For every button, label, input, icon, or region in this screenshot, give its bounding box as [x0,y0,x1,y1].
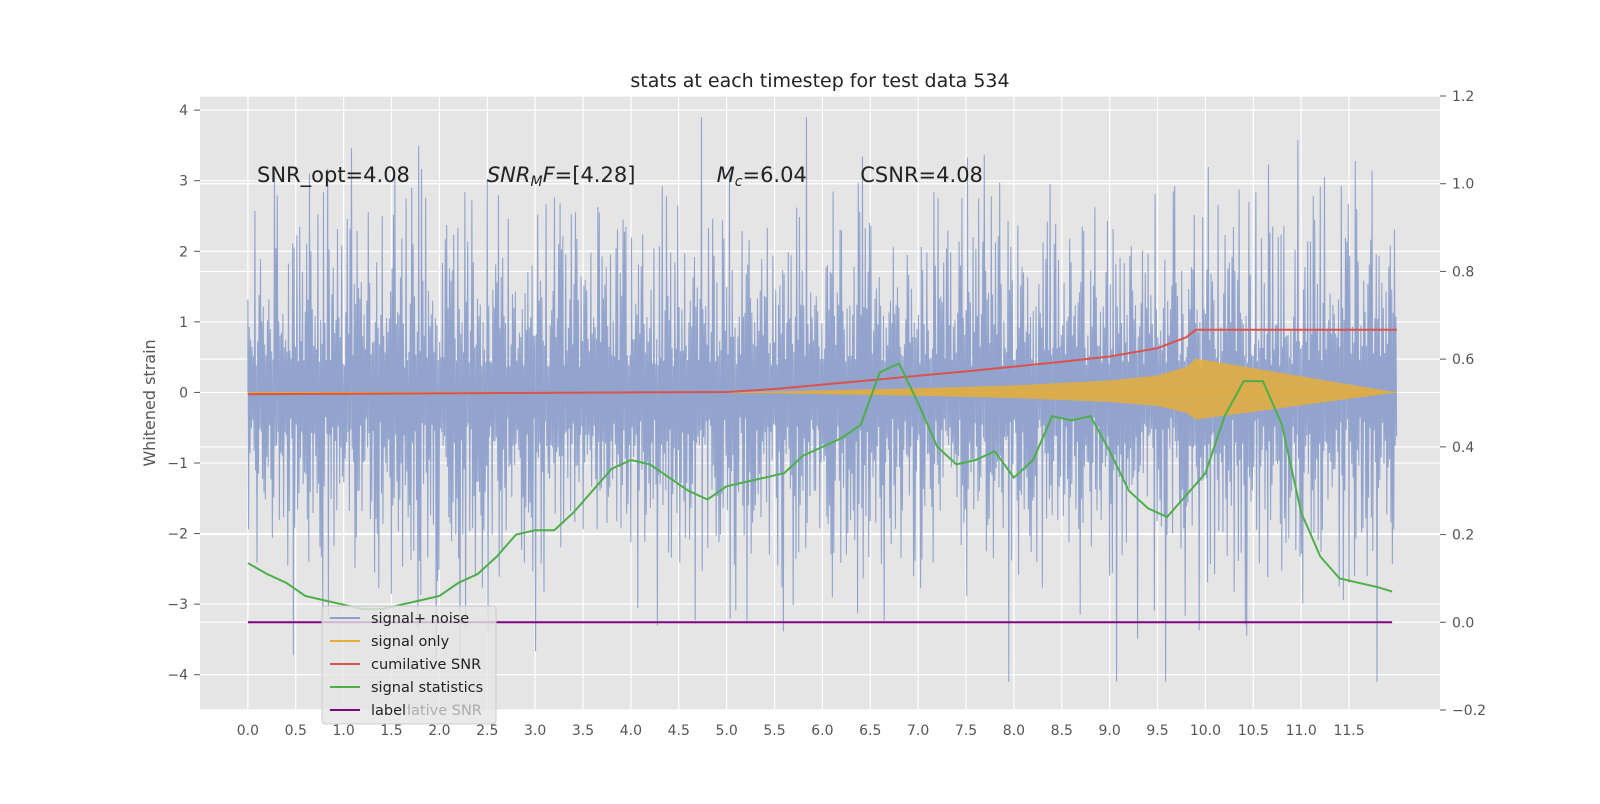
y2-tick-label: 0.6 [1452,352,1474,368]
chart-title: stats at each timestep for test data 534 [630,70,1009,92]
x-tick-label: 5.0 [716,723,738,739]
x-tick-label: 3.0 [524,723,546,739]
y2-tick-label: 1.0 [1452,177,1474,193]
y-tick-label: −2 [167,527,188,543]
x-tick-label: 7.0 [907,723,929,739]
cumilative-snr-line [247,328,1397,396]
x-tick-label: 4.0 [620,723,642,739]
x-tick-label: 2.5 [476,723,498,739]
x-tick-label: 9.0 [1099,723,1121,739]
x-tick-label: 2.0 [428,723,450,739]
x-tick-label: 11.5 [1333,723,1364,739]
y-tick-label: −4 [167,668,188,684]
y-tick-label: −3 [167,597,188,613]
x-tick-label: 7.5 [955,723,977,739]
y-tick-label: 3 [179,174,188,190]
x-tick-label: 4.5 [668,723,690,739]
legend-label: signal+ noise [371,611,469,627]
y-tick-label: 2 [179,244,188,260]
y-tick-label: −1 [167,456,188,472]
y-tick-label: 0 [179,385,188,401]
annotation-text: SNR_opt=4.08 [257,163,410,188]
x-tick-label: 9.5 [1146,723,1168,739]
x-tick-label: 1.0 [332,723,354,739]
y2-tick-label: −0.2 [1452,703,1486,719]
legend-box [321,605,497,725]
annotations: SNR_opt=4.08 SNRMF=[4.28] Mc=6.04 CSNR=4.08 [257,163,983,190]
x-tick-label: 6.0 [811,723,833,739]
y2-tick-label: 0.2 [1452,528,1474,544]
x-tick-label: 6.5 [859,723,881,739]
signal-only-envelope [726,358,1397,420]
axes-layer: 0.0 0.5 1.0 1.5 2.0 2.5 3.0 3.5 4.0 4.5 5.0 5.5 6.0 6… [167,89,1486,739]
y2-tick-label: 0.0 [1452,615,1474,631]
x-tick-label: 11.0 [1286,723,1317,739]
legend-label: signal statistics [371,680,483,696]
x-tick-label: 5.5 [763,723,785,739]
legend-label: signal only [371,634,450,650]
annotation-text: SNRMF=[4.28] [487,163,636,190]
x-tick-label: 0.5 [285,723,307,739]
y-tick-label: 4 [179,103,188,119]
annotation-text: CSNR=4.08 [860,163,983,187]
x-tick-label: 0.0 [237,723,259,739]
y-tick-label: 1 [179,315,188,331]
x-tick-label: 8.0 [1003,723,1025,739]
x-tick-label: 10.5 [1238,723,1269,739]
x-tick-label: 10.0 [1190,723,1221,739]
legend-label: cumilative SNR [371,657,481,673]
x-tick-label: 3.5 [572,723,594,739]
x-tick-label: 8.5 [1051,723,1073,739]
signal-statistics-line [247,362,1393,611]
y-axis-label: Whitened strain [140,339,159,466]
x-tick-label: 1.5 [380,723,402,739]
annotation-text: Mc=6.04 [717,163,807,190]
legend-overlap-text: lative SNR [407,703,482,719]
y2-tick-label: 1.2 [1452,89,1474,105]
legend-label: label [371,703,406,719]
legend: signal+ noise signal only cumilative SNR si… [321,605,497,725]
y2-tick-label: 0.8 [1452,264,1474,280]
y2-tick-label: 0.4 [1452,440,1474,456]
